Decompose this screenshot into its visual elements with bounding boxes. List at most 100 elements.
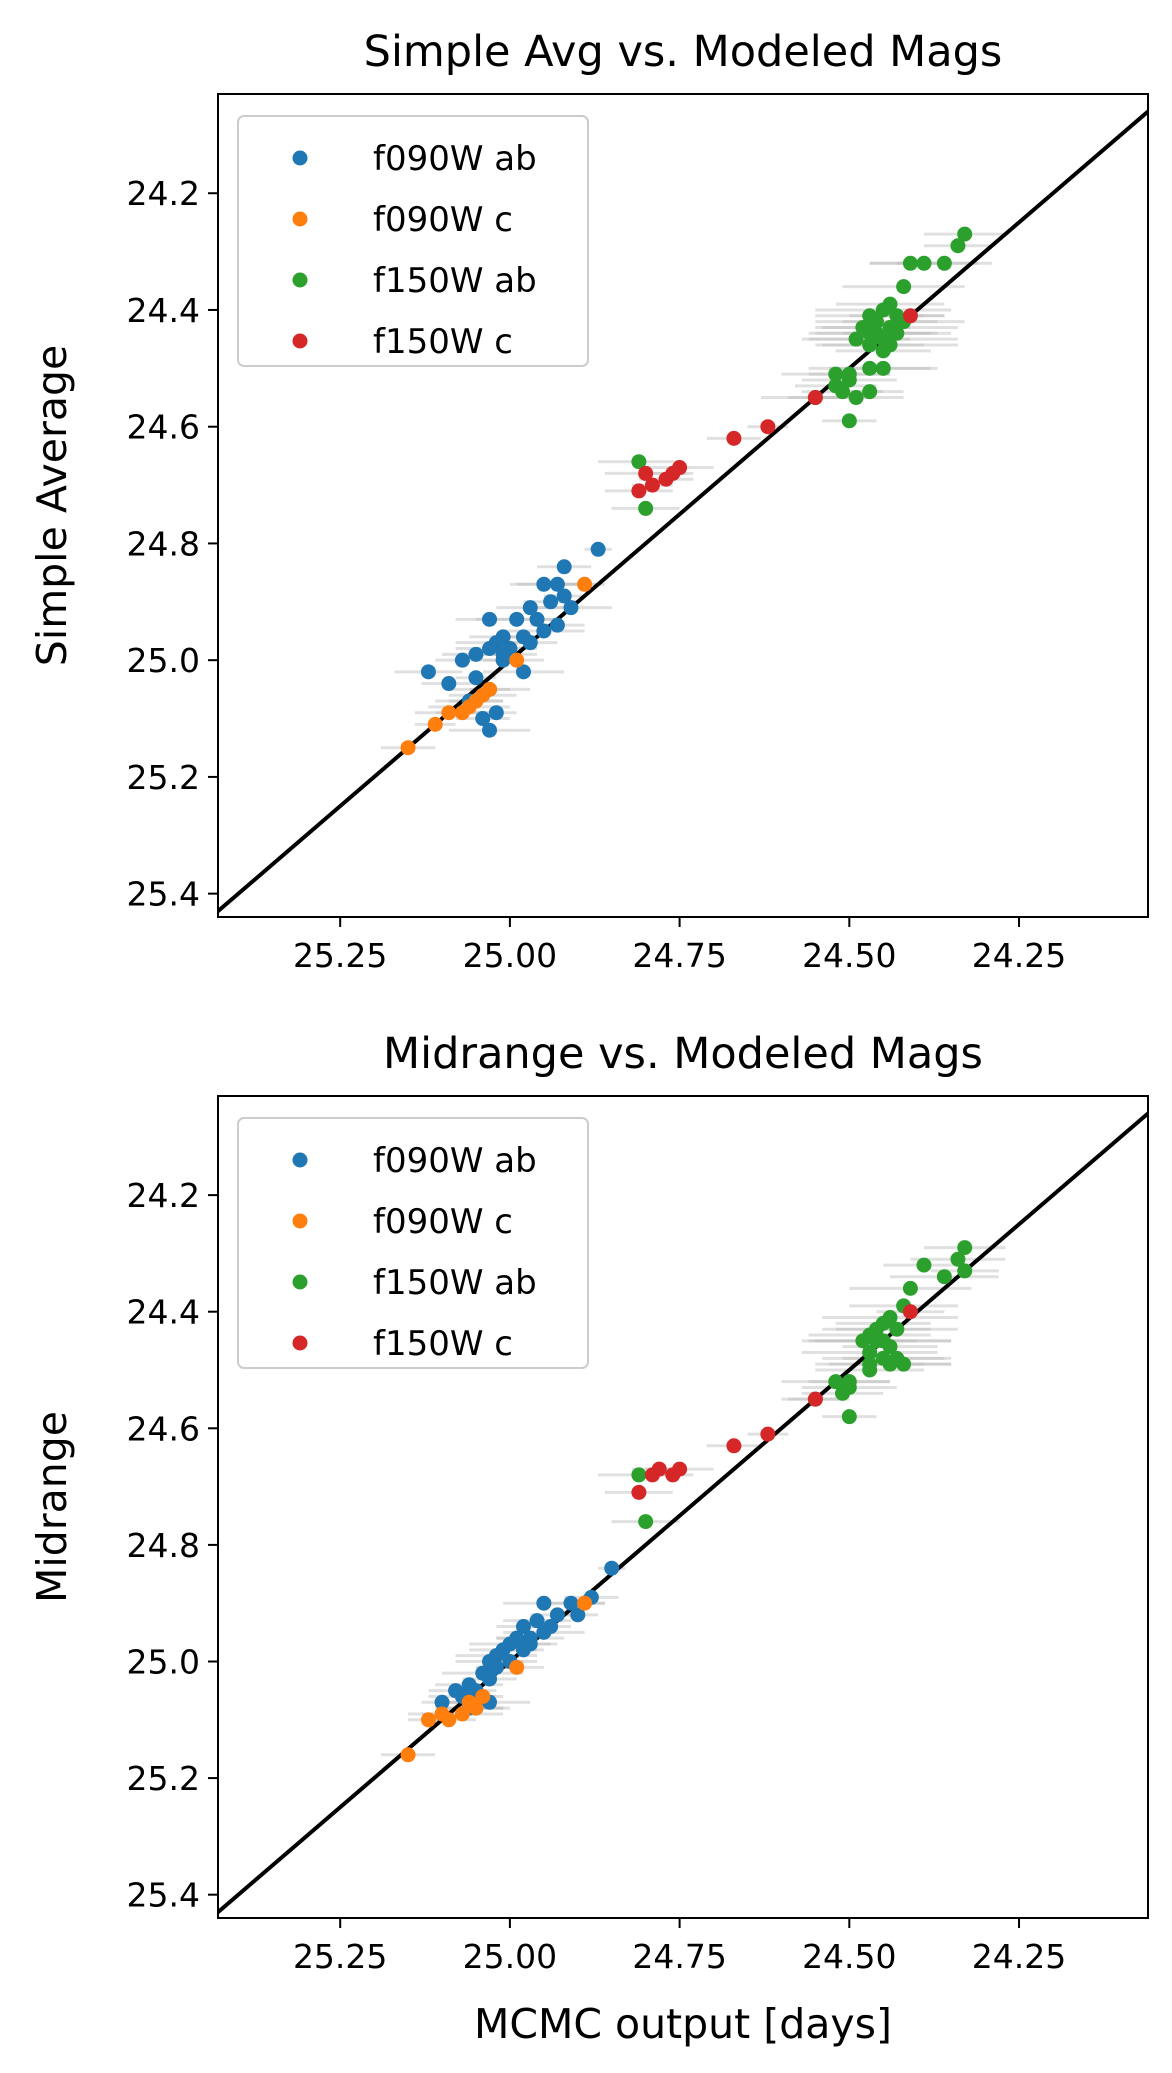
point-f150w-c — [644, 477, 660, 493]
x-tick-label: 24.75 — [632, 936, 726, 975]
x-tick-label: 25.00 — [463, 936, 557, 975]
point-f090w-ab — [488, 1659, 504, 1675]
legend-marker-f150w-ab — [292, 272, 308, 288]
point-f090w-ab — [441, 676, 457, 692]
point-f090w-ab — [536, 1624, 552, 1640]
x-tick-label: 24.75 — [632, 1937, 726, 1976]
point-f150w-ab — [835, 384, 851, 400]
y-tick-label: 24.2 — [127, 1176, 200, 1215]
point-f150w-ab — [862, 308, 878, 324]
point-f090w-c — [509, 1659, 525, 1675]
point-f150w-ab — [936, 1269, 952, 1285]
legend-marker-f090w-c — [292, 211, 308, 227]
point-f090w-ab — [529, 611, 545, 627]
point-f150w-ab — [862, 360, 878, 376]
point-f150w-c — [760, 419, 776, 435]
point-f090w-ab — [549, 617, 565, 633]
point-f150w-ab — [841, 413, 857, 429]
plot-area — [218, 1110, 1148, 1915]
legend-label-f090w-c: f090W c — [373, 1202, 513, 1242]
point-f150w-ab — [936, 255, 952, 271]
axes-frame — [217, 1095, 1149, 1919]
point-f150w-ab — [848, 331, 864, 347]
point-f150w-c — [807, 390, 823, 406]
point-f150w-c — [807, 1391, 823, 1407]
point-f090w-c — [420, 1712, 436, 1728]
x-axis-label: MCMC output [days] — [474, 2000, 892, 2048]
series-f090w-c — [400, 1595, 593, 1763]
point-f150w-c — [644, 1467, 660, 1483]
point-f090w-ab — [454, 652, 470, 668]
point-f150w-c — [658, 471, 674, 487]
point-f150w-ab — [902, 255, 918, 271]
point-f150w-ab — [957, 1240, 973, 1256]
point-f150w-ab — [862, 1345, 878, 1361]
point-f090w-c — [400, 740, 416, 756]
point-f150w-ab — [889, 325, 905, 341]
point-f150w-c — [902, 308, 918, 324]
point-f150w-ab — [638, 1514, 654, 1530]
y-tick-label: 24.8 — [127, 1526, 200, 1565]
point-f150w-ab — [896, 279, 912, 295]
point-f090w-c — [461, 1694, 477, 1710]
point-f150w-ab — [882, 1339, 898, 1355]
point-f090w-ab — [563, 600, 579, 616]
y-tick-label: 25.4 — [127, 1876, 200, 1915]
point-f150w-ab — [868, 1333, 884, 1349]
point-f090w-ab — [570, 1607, 586, 1623]
point-f150w-ab — [889, 1321, 905, 1337]
point-f090w-ab — [468, 670, 484, 686]
series-f150w-c — [631, 1304, 918, 1500]
legend-marker-f150w-ab — [292, 1274, 308, 1290]
point-f150w-ab — [916, 255, 932, 271]
point-f090w-ab — [604, 1560, 620, 1576]
point-f150w-ab — [882, 1356, 898, 1372]
point-f090w-c — [400, 1747, 416, 1763]
point-f090w-ab — [536, 576, 552, 592]
point-f090w-c — [427, 716, 443, 732]
point-f090w-c — [509, 652, 525, 668]
point-f150w-ab — [875, 343, 891, 359]
point-f150w-ab — [835, 1385, 851, 1401]
point-f150w-ab — [875, 360, 891, 376]
legend-marker-f090w-ab — [292, 1152, 308, 1168]
point-f090w-ab — [468, 646, 484, 662]
point-f150w-ab — [862, 1362, 878, 1378]
point-f090w-ab — [448, 1683, 464, 1699]
point-f150w-c — [631, 1484, 647, 1500]
point-f150w-ab — [855, 1333, 871, 1349]
legend-marker-f150w-c — [292, 1335, 308, 1351]
y-tick-label: 25.2 — [127, 1759, 200, 1798]
y-axis-label: Simple Average — [28, 345, 76, 666]
point-f150w-ab — [631, 454, 647, 470]
chart-title: Midrange vs. Modeled Mags — [383, 1029, 983, 1079]
point-f150w-ab — [828, 1374, 844, 1390]
y-tick-label: 25.0 — [127, 1642, 200, 1681]
point-f090w-ab — [522, 635, 538, 651]
point-f090w-ab — [536, 1595, 552, 1611]
point-f090w-ab — [549, 1607, 565, 1623]
point-f090w-ab — [495, 646, 511, 662]
point-f150w-c — [726, 430, 742, 446]
x-tick-label: 24.25 — [972, 1937, 1066, 1976]
point-f150w-ab — [638, 500, 654, 516]
plot-area — [218, 108, 1148, 914]
legend-label-f150w-ab: f150W ab — [373, 1263, 537, 1303]
legend-box — [237, 115, 589, 367]
legend-label-f090w-ab: f090W ab — [373, 139, 537, 179]
point-f090w-ab — [536, 623, 552, 639]
series-f090w-ab — [420, 541, 606, 738]
point-f090w-ab — [509, 611, 525, 627]
point-f150w-ab — [957, 226, 973, 242]
x-tick-label: 25.25 — [293, 1937, 387, 1976]
y-tick-label: 25.0 — [127, 641, 200, 680]
point-f090w-c — [577, 1595, 593, 1611]
top-panel: Simple Avg vs. Modeled Mags Simple Averag… — [28, 27, 1149, 975]
y-tick-label: 25.2 — [127, 758, 200, 797]
point-f090w-ab — [434, 1694, 450, 1710]
point-f150w-c — [638, 465, 654, 481]
point-f150w-ab — [862, 384, 878, 400]
point-f090w-ab — [529, 1613, 545, 1629]
point-f090w-ab — [488, 705, 504, 721]
y-tick-label: 24.2 — [127, 174, 200, 213]
